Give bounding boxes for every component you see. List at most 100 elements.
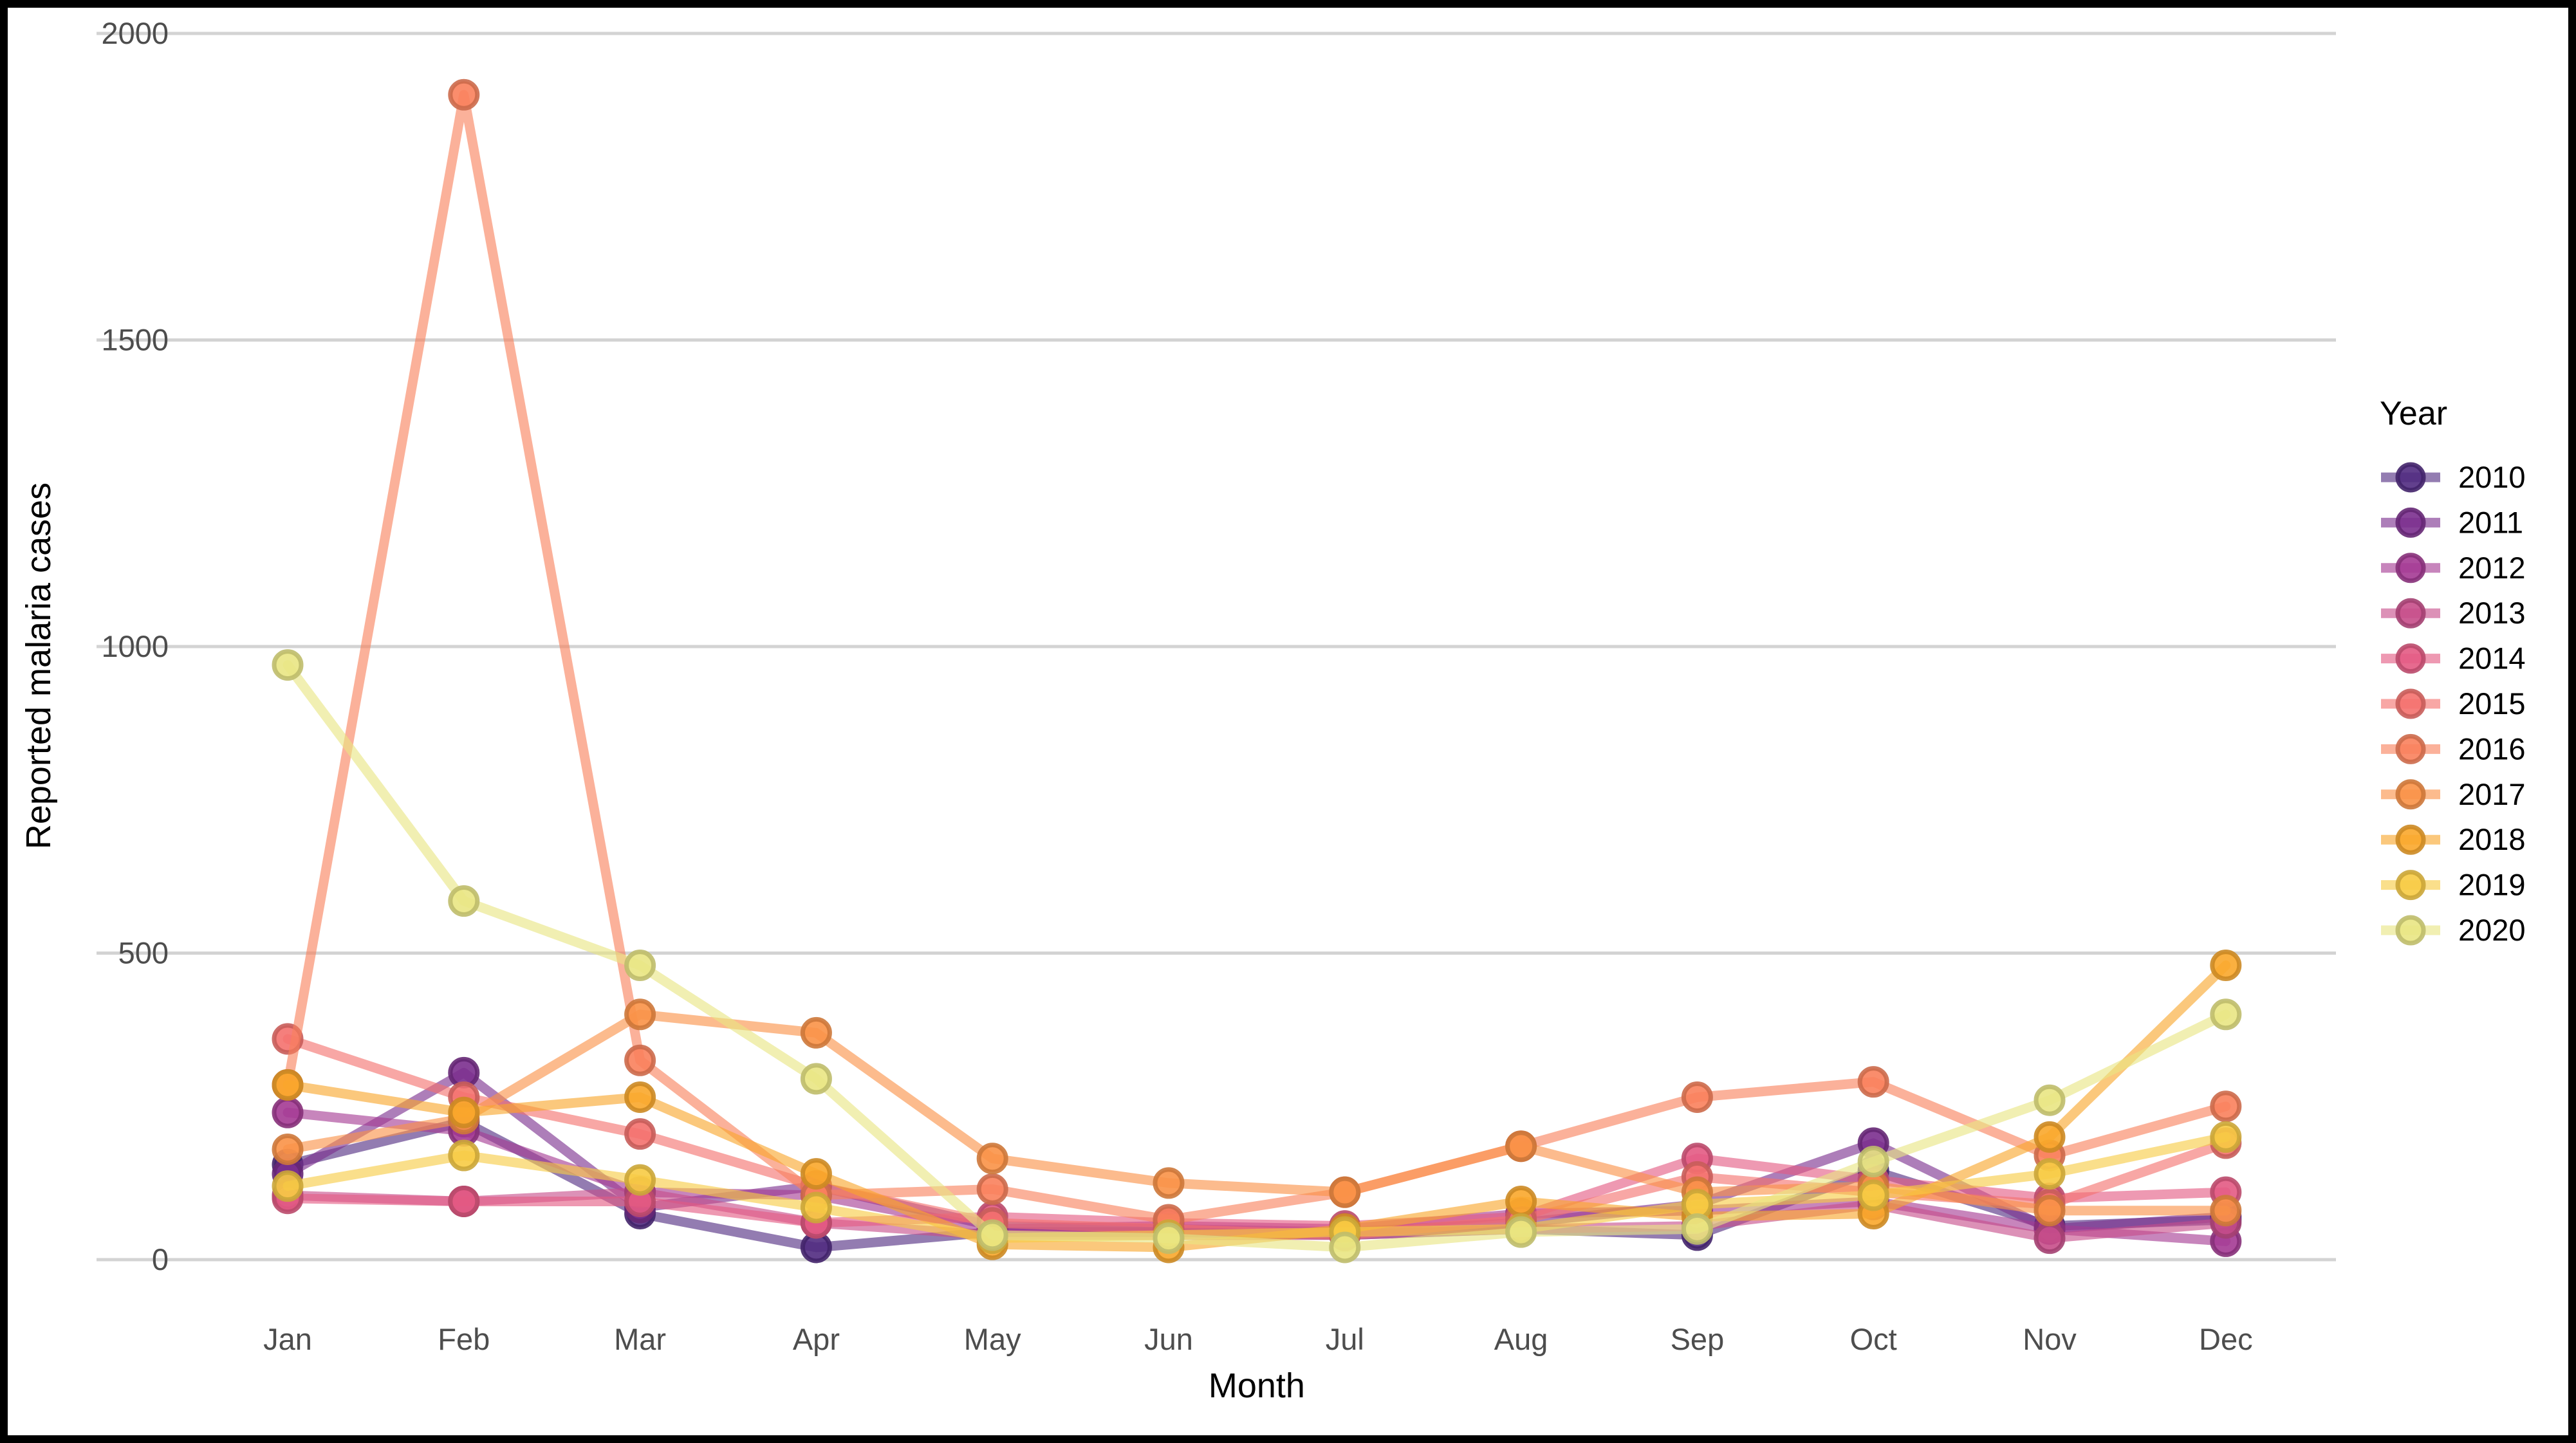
legend-item-2020: 2020 [2381,913,2526,947]
legend-item-2012: 2012 [2381,551,2526,585]
data-point-2019-mar [624,1164,656,1196]
data-point-2019-dec [2210,1121,2242,1153]
y-tick-label-0: 0 [152,1242,169,1276]
data-point-2018-feb [448,1096,480,1128]
legend-item-2016: 2016 [2381,731,2526,766]
data-point-2013-nov [2034,1222,2066,1255]
legend-key-point-2013 [2395,598,2426,629]
legend-item-2019: 2019 [2381,868,2526,902]
data-point-2018-dec [2210,950,2242,982]
legend-key-point-2016 [2395,733,2426,764]
data-point-2016-feb [448,78,480,111]
legend-key-point-2015 [2395,688,2426,719]
x-tick-label-mar: Mar [614,1322,666,1356]
legend-item-2013: 2013 [2381,596,2526,630]
data-point-2018-nov [2034,1121,2066,1153]
x-tick-label-apr: Apr [793,1322,840,1356]
data-point-2020-mar [624,950,656,982]
legend-label-2018: 2018 [2458,822,2526,856]
legend-key-point-2010 [2395,462,2426,493]
x-tick-label-feb: Feb [438,1322,490,1356]
data-point-2016-mar [624,1044,656,1076]
data-point-2019-oct [1857,1179,1889,1211]
data-point-2019-apr [800,1191,832,1224]
x-axis-tick-labels: Jan Feb Mar Apr May Jun Jul Aug Sep Oct Nov Dec [263,1322,2252,1356]
data-point-2015-mar [624,1118,656,1150]
data-point-2017-jun [1153,1167,1185,1199]
legend-label-2014: 2014 [2458,641,2526,676]
legend-label-2011: 2011 [2458,505,2523,539]
legend-item-2011: 2011 [2381,505,2523,539]
data-point-2019-nov [2034,1158,2066,1190]
series-line-2016 [283,89,2231,1225]
legend-key-point-2018 [2395,824,2426,855]
x-tick-label-may: May [964,1322,1021,1356]
data-point-2018-mar [624,1081,656,1113]
data-point-2017-nov [2034,1195,2066,1227]
series-line-2019 [283,1132,2231,1244]
data-point-2020-may [976,1219,1008,1251]
x-tick-label-oct: Oct [1850,1322,1897,1356]
data-point-2018-jan [272,1069,304,1101]
data-point-2016-sep [1681,1081,1713,1113]
legend-label-2015: 2015 [2458,686,2526,721]
y-tick-label-1500: 1500 [101,323,169,357]
legend-item-2017: 2017 [2381,777,2526,811]
data-point-2017-aug [1505,1130,1537,1163]
data-point-2018-aug [1505,1185,1537,1217]
y-tick-label-1000: 1000 [101,629,169,663]
legend-item-2014: 2014 [2381,641,2526,676]
legend-key-point-2011 [2395,507,2426,538]
legend-item-2018: 2018 [2381,822,2526,856]
legend-label-2012: 2012 [2458,551,2526,585]
data-point-2017-may [976,1143,1008,1175]
series-2020 [272,649,2242,1264]
data-point-2016-oct [1857,1066,1889,1098]
series-line-2014 [283,1153,2231,1231]
data-point-2020-nov [2034,1084,2066,1116]
data-point-2014-feb [448,1185,480,1217]
data-point-2012-jan [272,1096,304,1128]
legend-title: Year [2380,395,2447,432]
legend-key-point-2020 [2395,915,2426,946]
x-tick-label-jan: Jan [263,1322,312,1356]
data-point-2020-aug [1505,1216,1537,1248]
data-point-2020-feb [448,885,480,917]
data-point-2017-jul [1329,1176,1361,1208]
data-point-2020-jan [272,649,304,681]
y-tick-label-500: 500 [118,936,169,970]
legend-label-2020: 2020 [2458,913,2526,947]
y-axis-tick-labels: 0 500 1000 1500 2000 [101,16,169,1276]
series-line-2020 [283,660,2231,1253]
data-point-2019-feb [448,1139,480,1172]
data-point-2016-dec [2210,1090,2242,1123]
data-point-2020-jun [1153,1222,1185,1255]
data-point-2018-apr [800,1158,832,1190]
x-tick-label-aug: Aug [1494,1322,1548,1356]
data-point-2020-apr [800,1063,832,1095]
legend-key-point-2017 [2395,779,2426,810]
legend-key-point-2019 [2395,870,2426,901]
data-point-2017-mar [624,998,656,1031]
legend-item-2010: 2010 [2381,460,2526,494]
x-axis-title: Month [1209,1366,1305,1405]
x-tick-label-nov: Nov [2023,1322,2077,1356]
legend-label-2010: 2010 [2458,460,2526,494]
legend-label-2013: 2013 [2458,596,2526,630]
legend-label-2019: 2019 [2458,868,2526,902]
data-point-2017-apr [800,1016,832,1049]
data-point-2017-jan [272,1133,304,1165]
legend-label-2016: 2016 [2458,731,2526,766]
data-point-2020-oct [1857,1146,1889,1178]
data-point-2020-jul [1329,1231,1361,1264]
y-axis-title: Reported malaria cases [19,483,58,849]
legend-label-2017: 2017 [2458,777,2526,811]
legend-key-point-2014 [2395,643,2426,674]
x-tick-label-dec: Dec [2199,1322,2253,1356]
x-tick-label-sep: Sep [1671,1322,1725,1356]
legend: Year 2010 2011 2012 2013 2014 2015 2016 2017 2018… [2380,395,2526,947]
legend-item-2015: 2015 [2381,686,2526,721]
